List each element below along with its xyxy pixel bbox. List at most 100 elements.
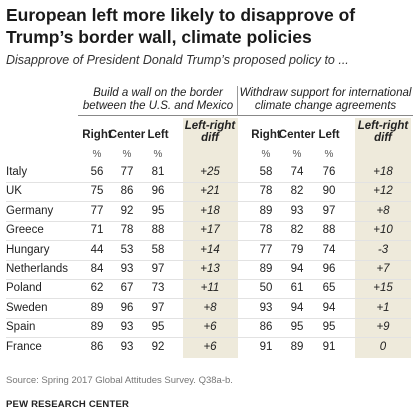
table-cell-left: 73 xyxy=(151,282,165,295)
table-cell-center: 74 xyxy=(290,166,304,178)
table-cell-center: 94 xyxy=(290,263,304,275)
table-cell-left: 97 xyxy=(322,204,336,217)
country-label: France xyxy=(6,340,42,353)
row-divider xyxy=(6,220,411,222)
table-cell-diff: +18 xyxy=(200,204,220,217)
column-header-right: Right xyxy=(82,129,112,141)
table-cell-center: 86 xyxy=(120,185,134,198)
group-separator xyxy=(237,86,238,116)
table-cell-diff: +6 xyxy=(203,321,217,334)
table-cell-right: 75 xyxy=(90,185,104,198)
table-cell-right: 84 xyxy=(90,263,104,275)
table-cell-diff: -3 xyxy=(377,243,389,256)
table-cell-diff: +8 xyxy=(376,204,390,217)
row-divider xyxy=(6,337,411,339)
table-cell-diff: +25 xyxy=(200,166,220,178)
table-cell-center: 92 xyxy=(120,204,134,217)
table-cell-center: 93 xyxy=(290,204,304,217)
percent-label: % xyxy=(153,149,163,160)
table-cell-center: 78 xyxy=(120,224,134,237)
table-cell-right: 77 xyxy=(259,243,273,256)
row-divider xyxy=(6,201,411,203)
column-header-center: Center xyxy=(108,129,146,141)
table-cell-right: 86 xyxy=(90,340,104,353)
org-credit: PEW RESEARCH CENTER xyxy=(6,399,130,410)
table-cell-center: 53 xyxy=(120,243,134,256)
table-cell-diff: +9 xyxy=(376,321,390,334)
column-header-center: Center xyxy=(278,129,316,141)
country-label: Poland xyxy=(6,282,42,295)
table-cell-right: 89 xyxy=(259,204,273,217)
country-label: Greece xyxy=(6,224,44,237)
table-cell-left: 97 xyxy=(151,263,165,275)
country-label: Hungary xyxy=(6,243,50,256)
percent-label: % xyxy=(122,149,132,160)
table-cell-right: 50 xyxy=(259,282,273,295)
country-label: Sweden xyxy=(6,301,48,314)
country-label: Germany xyxy=(6,204,54,217)
table-cell-center: 96 xyxy=(120,301,134,314)
percent-label: % xyxy=(92,149,102,160)
country-label: UK xyxy=(6,185,22,198)
table-cell-center: 93 xyxy=(120,321,134,334)
table-cell-left: 95 xyxy=(151,321,165,334)
table-cell-left: 74 xyxy=(322,243,336,256)
table-cell-diff: +15 xyxy=(373,282,393,295)
table-cell-right: 71 xyxy=(90,224,104,237)
table-cell-right: 56 xyxy=(90,166,104,178)
table-cell-diff: +14 xyxy=(200,243,220,256)
table-cell-right: 44 xyxy=(90,243,104,256)
table-cell-left: 96 xyxy=(322,263,336,275)
table-cell-right: 78 xyxy=(259,185,273,198)
table-cell-center: 82 xyxy=(290,185,304,198)
percent-label: % xyxy=(324,149,334,160)
group-header-wall: Build a wall on the border between the U… xyxy=(78,87,238,116)
chart-subtitle: Disapprove of President Donald Trump’s p… xyxy=(6,53,349,67)
table-cell-left: 97 xyxy=(151,301,165,314)
group-header-climate: Withdraw support for international clima… xyxy=(238,87,413,116)
table-cell-center: 95 xyxy=(290,321,304,334)
row-divider xyxy=(6,240,411,242)
row-divider xyxy=(6,259,411,261)
table-cell-center: 93 xyxy=(120,263,134,275)
table-cell-left: 90 xyxy=(322,185,336,198)
row-divider xyxy=(6,298,411,300)
table-cell-left: 81 xyxy=(151,166,165,178)
source-note: Source: Spring 2017 Global Attitudes Sur… xyxy=(6,375,233,386)
country-label: Italy xyxy=(6,166,28,178)
table-cell-left: 88 xyxy=(322,224,336,237)
table-cell-center: 93 xyxy=(120,340,134,353)
percent-label: % xyxy=(292,149,302,160)
table-cell-left: 95 xyxy=(151,204,165,217)
table-cell-right: 78 xyxy=(259,224,273,237)
table-cell-diff: +12 xyxy=(373,185,393,198)
table-cell-center: 89 xyxy=(290,340,304,353)
table-cell-left: 76 xyxy=(322,166,336,178)
table-cell-right: 89 xyxy=(90,301,104,314)
table-cell-diff: +1 xyxy=(376,301,390,314)
table-cell-right: 89 xyxy=(259,263,273,275)
table-cell-right: 58 xyxy=(259,166,273,178)
table-cell-left: 91 xyxy=(322,340,336,353)
table-cell-center: 67 xyxy=(120,282,134,295)
table-cell-center: 79 xyxy=(290,243,304,256)
table-cell-left: 65 xyxy=(322,282,336,295)
table-cell-diff: 0 xyxy=(379,340,387,353)
table-cell-diff: +13 xyxy=(200,263,220,275)
country-label: Spain xyxy=(6,321,36,334)
row-divider xyxy=(6,317,411,319)
table-cell-diff: +6 xyxy=(203,340,217,353)
column-header-right: Right xyxy=(251,129,281,141)
table-cell-center: 82 xyxy=(290,224,304,237)
table-cell-diff: +10 xyxy=(373,224,393,237)
table-cell-right: 62 xyxy=(90,282,104,295)
table-cell-right: 93 xyxy=(259,301,273,314)
table-cell-diff: +8 xyxy=(203,301,217,314)
chart-title: European left more likely to disapprove … xyxy=(6,5,356,47)
table-cell-right: 91 xyxy=(259,340,273,353)
table-cell-center: 77 xyxy=(120,166,134,178)
row-divider xyxy=(6,279,411,280)
table-cell-diff: +18 xyxy=(373,166,393,178)
table-cell-diff: +17 xyxy=(200,224,220,237)
table-cell-center: 61 xyxy=(290,282,304,295)
